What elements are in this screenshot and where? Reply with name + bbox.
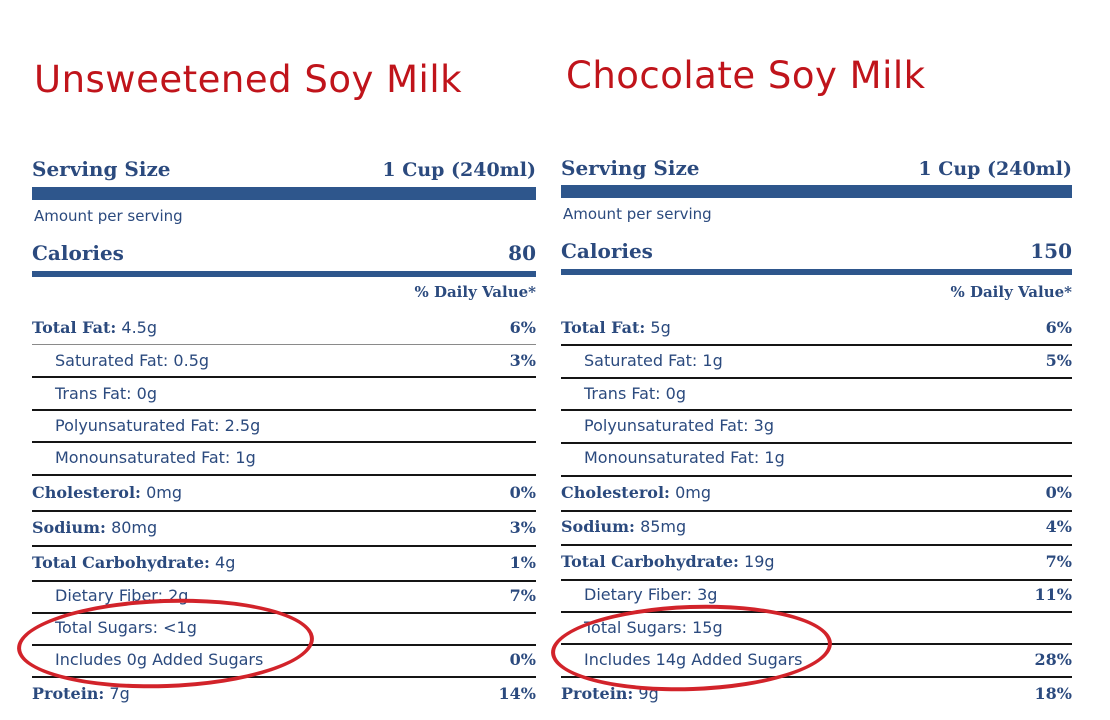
row-monounsaturated-fat: Monounsaturated Fat: 1g: [584, 447, 785, 467]
nutrition-label-chocolate: Serving Size 1 Cup (240ml) Amount per se…: [561, 149, 1072, 720]
row-divider: [561, 676, 1072, 678]
row-divider: [561, 442, 1072, 444]
row-divider: [561, 377, 1072, 379]
row-polyunsaturated-fat: Polyunsaturated Fat: 2.5g: [55, 415, 261, 435]
row-polyunsaturated-fat: Polyunsaturated Fat: 3g: [584, 415, 774, 435]
row-divider: [561, 611, 1072, 613]
row-total-sugars: Total Sugars: 15g: [584, 617, 723, 637]
row-divider: [561, 510, 1072, 512]
row-trans-fat: Trans Fat: 0g: [584, 383, 687, 403]
row-divider: [561, 544, 1072, 546]
row-divider: [32, 510, 536, 512]
row-added-sugars: Includes 0g Added Sugars 0%: [55, 649, 536, 669]
row-sodium: Sodium: 85mg 4%: [561, 516, 1072, 536]
row-total-carbohydrate: Total Carbohydrate: 4g 1%: [32, 552, 536, 572]
serving-size-row: Serving Size 1 Cup (240ml): [32, 157, 536, 181]
row-total-fat: Total Fat: 4.5g 6%: [32, 317, 536, 337]
serving-size-row: Serving Size 1 Cup (240ml): [561, 156, 1072, 180]
medium-divider: [32, 271, 536, 277]
row-divider: [561, 409, 1072, 411]
row-divider: [32, 409, 536, 411]
daily-value-header: % Daily Value*: [414, 283, 536, 301]
title-unsweetened: Unsweetened Soy Milk: [34, 58, 463, 101]
row-protein: Protein: 9g 18%: [561, 683, 1072, 703]
serving-size-label: Serving Size: [32, 157, 171, 181]
row-divider: [561, 344, 1072, 346]
row-divider: [561, 475, 1072, 477]
row-protein: Protein: 7g 14%: [32, 683, 536, 703]
row-divider: [32, 644, 536, 646]
row-divider: [32, 676, 536, 678]
serving-size-label: Serving Size: [561, 156, 700, 180]
medium-divider: [561, 269, 1072, 275]
amount-per-serving: Amount per serving: [563, 205, 712, 223]
calories-value: 80: [508, 241, 536, 265]
serving-size-value: 1 Cup (240ml): [918, 158, 1072, 180]
row-divider: [32, 344, 536, 345]
nutrition-label-unsweetened: Serving Size 1 Cup (240ml) Amount per se…: [32, 150, 536, 720]
thick-divider: [561, 185, 1072, 198]
row-divider: [32, 612, 536, 614]
calories-label: Calories: [561, 239, 653, 263]
row-monounsaturated-fat: Monounsaturated Fat: 1g: [55, 447, 256, 467]
row-dietary-fiber: Dietary Fiber: 3g 11%: [584, 584, 1072, 604]
row-total-carbohydrate: Total Carbohydrate: 19g 7%: [561, 551, 1072, 571]
thick-divider: [32, 187, 536, 200]
row-cholesterol: Cholesterol: 0mg 0%: [561, 482, 1072, 502]
calories-row: Calories 150: [561, 239, 1072, 263]
row-divider: [32, 376, 536, 378]
row-saturated-fat: Saturated Fat: 1g 5%: [584, 350, 1072, 370]
row-total-fat: Total Fat: 5g 6%: [561, 317, 1072, 337]
row-sodium: Sodium: 80mg 3%: [32, 517, 536, 537]
row-divider: [561, 579, 1072, 581]
row-divider: [32, 441, 536, 443]
row-added-sugars: Includes 14g Added Sugars 28%: [584, 649, 1072, 669]
row-total-sugars: Total Sugars: <1g: [55, 617, 197, 637]
row-saturated-fat: Saturated Fat: 0.5g 3%: [55, 350, 536, 370]
title-chocolate: Chocolate Soy Milk: [566, 54, 926, 97]
amount-per-serving: Amount per serving: [34, 207, 183, 225]
row-divider: [561, 643, 1072, 645]
daily-value-header: % Daily Value*: [950, 283, 1072, 301]
row-dietary-fiber: Dietary Fiber: 2g 7%: [55, 585, 536, 605]
serving-size-value: 1 Cup (240ml): [382, 159, 536, 181]
row-trans-fat: Trans Fat: 0g: [55, 383, 158, 403]
row-divider: [32, 474, 536, 476]
calories-value: 150: [1030, 239, 1072, 263]
row-divider: [32, 580, 536, 582]
calories-label: Calories: [32, 241, 124, 265]
row-divider: [32, 545, 536, 547]
row-cholesterol: Cholesterol: 0mg 0%: [32, 482, 536, 502]
calories-row: Calories 80: [32, 241, 536, 265]
